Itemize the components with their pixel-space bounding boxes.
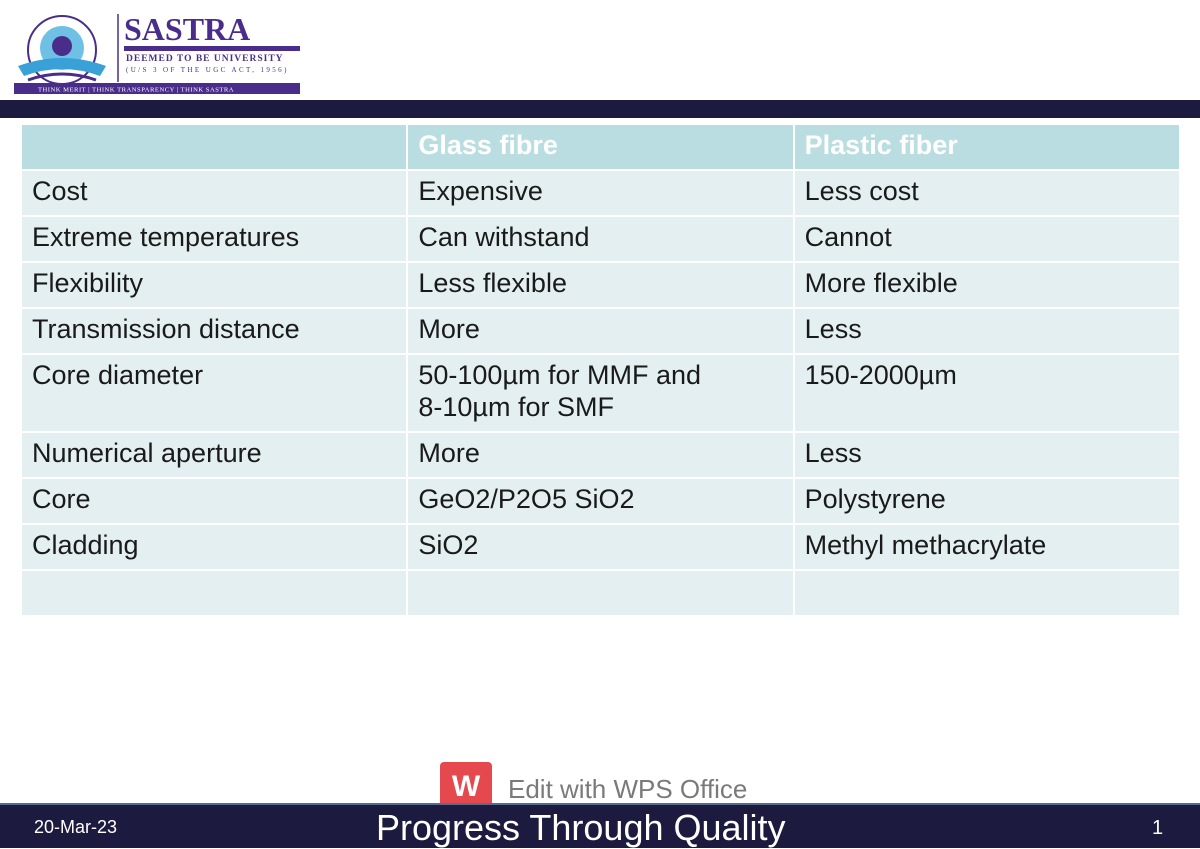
- table-cell: More: [408, 309, 793, 353]
- table-cell: 150-2000µm: [794, 355, 1179, 431]
- logo-subtitle: DEEMED TO BE UNIVERSITY: [126, 54, 284, 64]
- table-cell: GeO2/P2O5 SiO2: [408, 479, 793, 523]
- table-cell: Transmission distance: [22, 309, 407, 353]
- table-cell: Numerical aperture: [22, 433, 407, 477]
- table-row: Extreme temperatures Can withstand Canno…: [22, 217, 1179, 261]
- table-row: Cladding SiO2 Methyl methacrylate: [22, 525, 1179, 569]
- header-cell: [22, 125, 407, 169]
- table-cell: More flexible: [794, 263, 1179, 307]
- sastra-logo: SASTRA DEEMED TO BE UNIVERSITY (U/S 3 OF…: [14, 11, 300, 94]
- table-cell: Core diameter: [22, 355, 407, 431]
- header-cell: Glass fibre: [408, 125, 793, 169]
- table-cell: Less: [794, 309, 1179, 353]
- table-row: Core diameter 50-100µm for MMF and 8-10µ…: [22, 355, 1179, 431]
- logo-name: SASTRA: [124, 11, 250, 47]
- table-cell: Cost: [22, 171, 407, 215]
- table-cell: [22, 571, 407, 615]
- table-row: [22, 571, 1179, 615]
- footer-date: 20-Mar-23: [34, 817, 118, 837]
- table-cell: Cladding: [22, 525, 407, 569]
- table-cell: Extreme temperatures: [22, 217, 407, 261]
- table-cell: Less flexible: [408, 263, 793, 307]
- table-cell: Methyl methacrylate: [794, 525, 1179, 569]
- wps-edit-label: Edit with WPS Office: [508, 774, 748, 804]
- table-cell: 50-100µm for MMF and 8-10µm for SMF: [408, 355, 793, 431]
- table-cell: Polystyrene: [794, 479, 1179, 523]
- table-cell: [794, 571, 1179, 615]
- slide-footer: 20-Mar-23 Progress Through Quality 1: [0, 803, 1200, 848]
- logo-tagline: THINK MERIT | THINK TRANSPARENCY | THINK…: [38, 87, 234, 94]
- table-cell: Flexibility: [22, 263, 407, 307]
- table-cell: [408, 571, 793, 615]
- comparison-table: Glass fibre Plastic fiber Cost Expensive…: [20, 123, 1181, 617]
- table-cell: More: [408, 433, 793, 477]
- table-row: Cost Expensive Less cost: [22, 171, 1179, 215]
- table-row: Transmission distance More Less: [22, 309, 1179, 353]
- table-cell: Less cost: [794, 171, 1179, 215]
- header-cell: Plastic fiber: [794, 125, 1179, 169]
- slide-header: SASTRA DEEMED TO BE UNIVERSITY (U/S 3 OF…: [0, 0, 1200, 100]
- wps-edit-watermark[interactable]: W Edit with WPS Office: [440, 762, 770, 812]
- table-header-row: Glass fibre Plastic fiber: [22, 125, 1179, 169]
- table-row: Flexibility Less flexible More flexible: [22, 263, 1179, 307]
- table-cell: Can withstand: [408, 217, 793, 261]
- table-cell: SiO2: [408, 525, 793, 569]
- table-row: Core GeO2/P2O5 SiO2 Polystyrene: [22, 479, 1179, 523]
- table-cell: Core: [22, 479, 407, 523]
- table-row: Numerical aperture More Less: [22, 433, 1179, 477]
- header-bar: [0, 97, 1200, 118]
- logo-act-line: (U/S 3 OF THE UGC ACT, 1956): [126, 66, 289, 74]
- table-cell: Expensive: [408, 171, 793, 215]
- footer-title: Progress Through Quality: [376, 807, 786, 848]
- table-cell: Less: [794, 433, 1179, 477]
- table-cell: Cannot: [794, 217, 1179, 261]
- slide-number: 1: [1152, 817, 1164, 839]
